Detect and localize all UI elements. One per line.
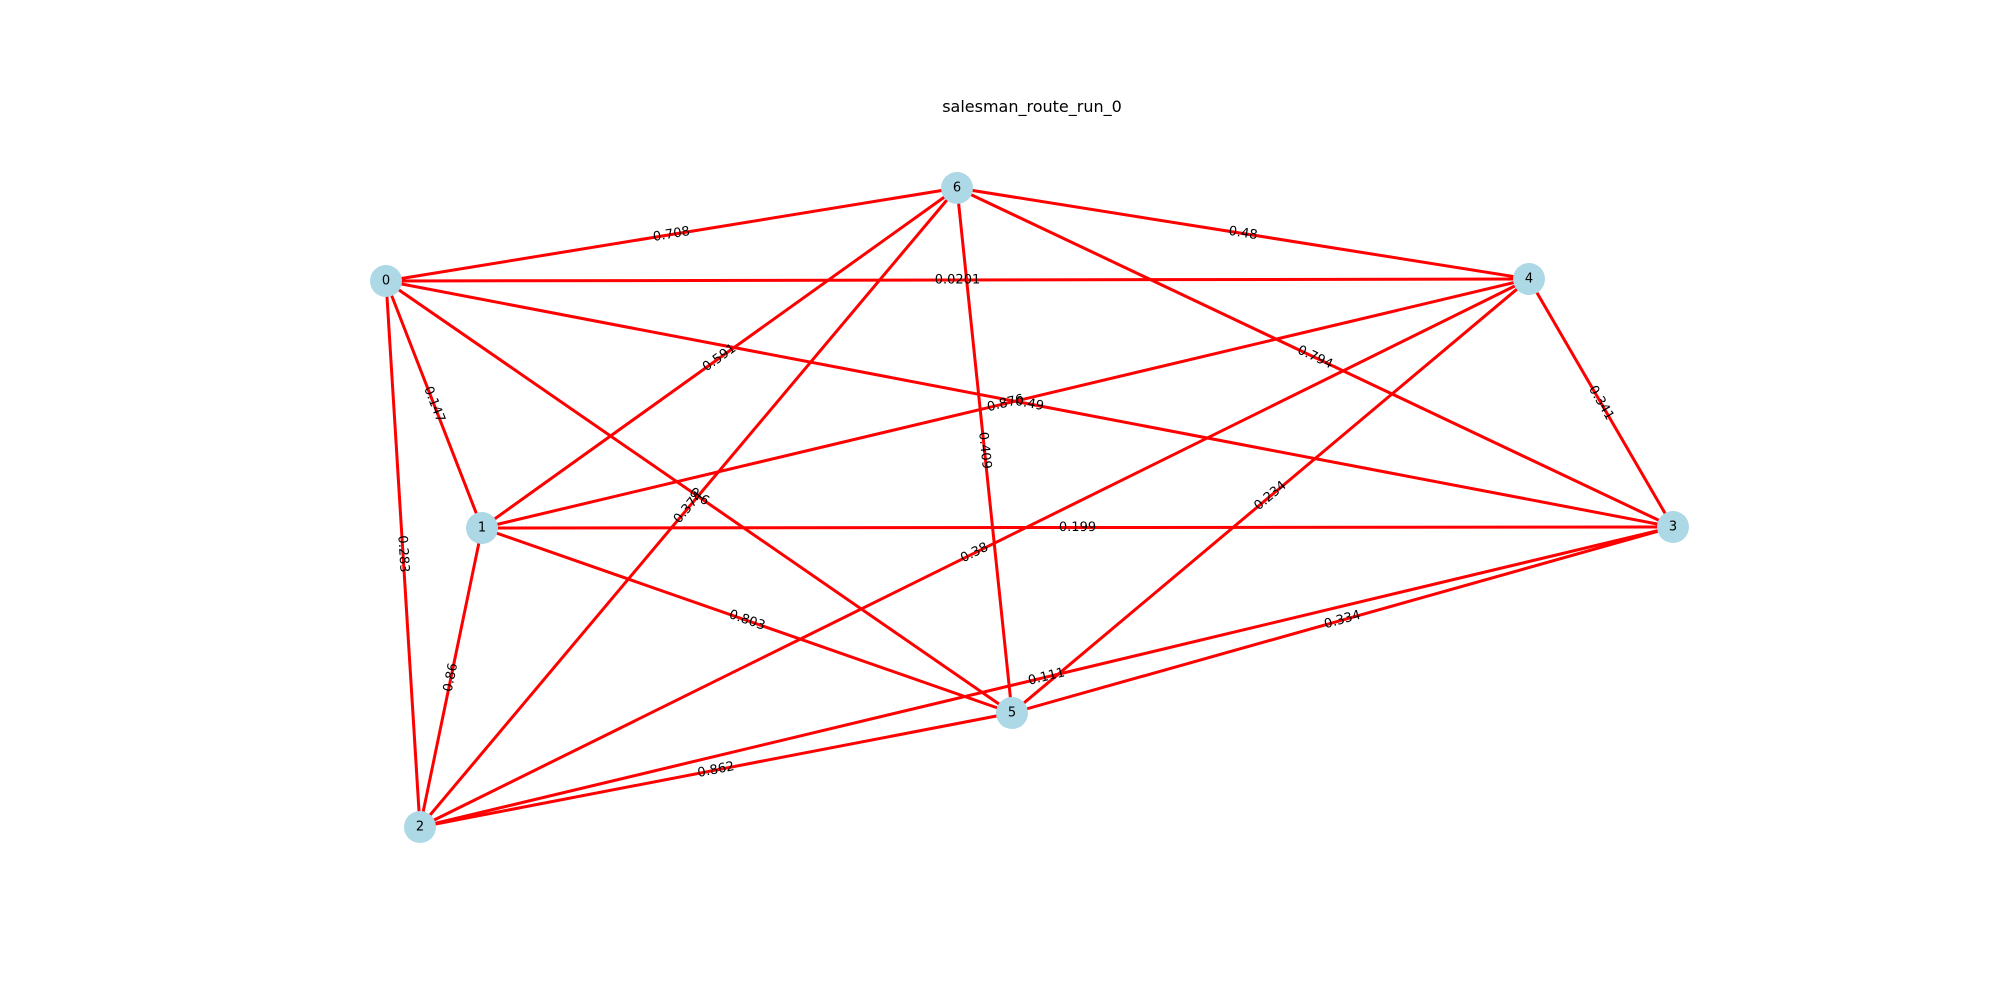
- edge-label-0-2: 0.283: [394, 535, 411, 573]
- edge-label-4-6: 0.48: [1228, 224, 1259, 243]
- edge-1-2: [418, 527, 484, 828]
- node-label-5: 5: [1008, 706, 1016, 721]
- edge-5-6: [955, 187, 1014, 714]
- edge-1-6: [481, 186, 958, 530]
- edge-0-6: [385, 186, 958, 283]
- edge-3-4: [1527, 278, 1675, 528]
- node-label-3: 3: [1669, 520, 1677, 535]
- edge-1-3: [481, 525, 1674, 530]
- edge-0-3: [385, 279, 1674, 529]
- edge-labels-layer: 0.1470.2830.490.02010.60.7080.860.1990.8…: [394, 224, 1616, 781]
- edge-label-2-4: 0.38: [958, 540, 991, 566]
- edge-4-5: [1011, 277, 1530, 715]
- edges-layer: [384, 186, 1675, 829]
- edge-label-0-6: 0.708: [652, 224, 691, 245]
- edge-label-0-4: 0.0201: [935, 272, 981, 287]
- node-label-2: 2: [416, 820, 424, 835]
- edge-label-1-3: 0.199: [1059, 520, 1096, 535]
- edge-0-4: [385, 277, 1530, 283]
- node-3: [1657, 511, 1689, 543]
- edge-1-5: [481, 526, 1013, 715]
- node-label-6: 6: [953, 181, 961, 196]
- graph-title: salesman_route_run_0: [942, 97, 1122, 117]
- edge-0-1: [384, 280, 484, 529]
- edge-3-5: [1011, 525, 1674, 715]
- node-2: [404, 811, 436, 843]
- edge-label-0-1: 0.147: [420, 384, 447, 424]
- edge-2-3: [419, 525, 1674, 829]
- node-0: [370, 265, 402, 297]
- edge-label-5-6: 0.409: [975, 431, 994, 470]
- edge-2-6: [418, 187, 959, 828]
- node-label-0: 0: [382, 274, 390, 289]
- edge-4-6: [956, 186, 1530, 281]
- edge-label-1-5: 0.803: [727, 607, 767, 633]
- edge-0-2: [384, 280, 422, 828]
- edge-3-6: [956, 186, 1674, 529]
- node-5: [996, 697, 1028, 729]
- node-label-1: 1: [478, 521, 486, 536]
- edge-label-1-2: 0.86: [441, 662, 462, 693]
- edge-label-3-5: 0.334: [1323, 608, 1363, 633]
- node-1: [466, 512, 498, 544]
- nodes-layer: 0 1 2 3 4 5 6: [370, 172, 1689, 843]
- edge-label-2-5: 0.862: [696, 759, 735, 781]
- edge-2-5: [419, 711, 1013, 829]
- node-4: [1513, 263, 1545, 295]
- edge-label-0-3: 0.49: [1014, 394, 1045, 414]
- node-label-4: 4: [1525, 272, 1533, 287]
- edge-label-4-5: 0.234: [1251, 478, 1289, 513]
- edge-label-3-4: 0.341: [1585, 383, 1617, 423]
- edge-1-4: [481, 277, 1530, 530]
- edge-label-3-6: 0.794: [1295, 343, 1335, 372]
- node-6: [941, 172, 973, 204]
